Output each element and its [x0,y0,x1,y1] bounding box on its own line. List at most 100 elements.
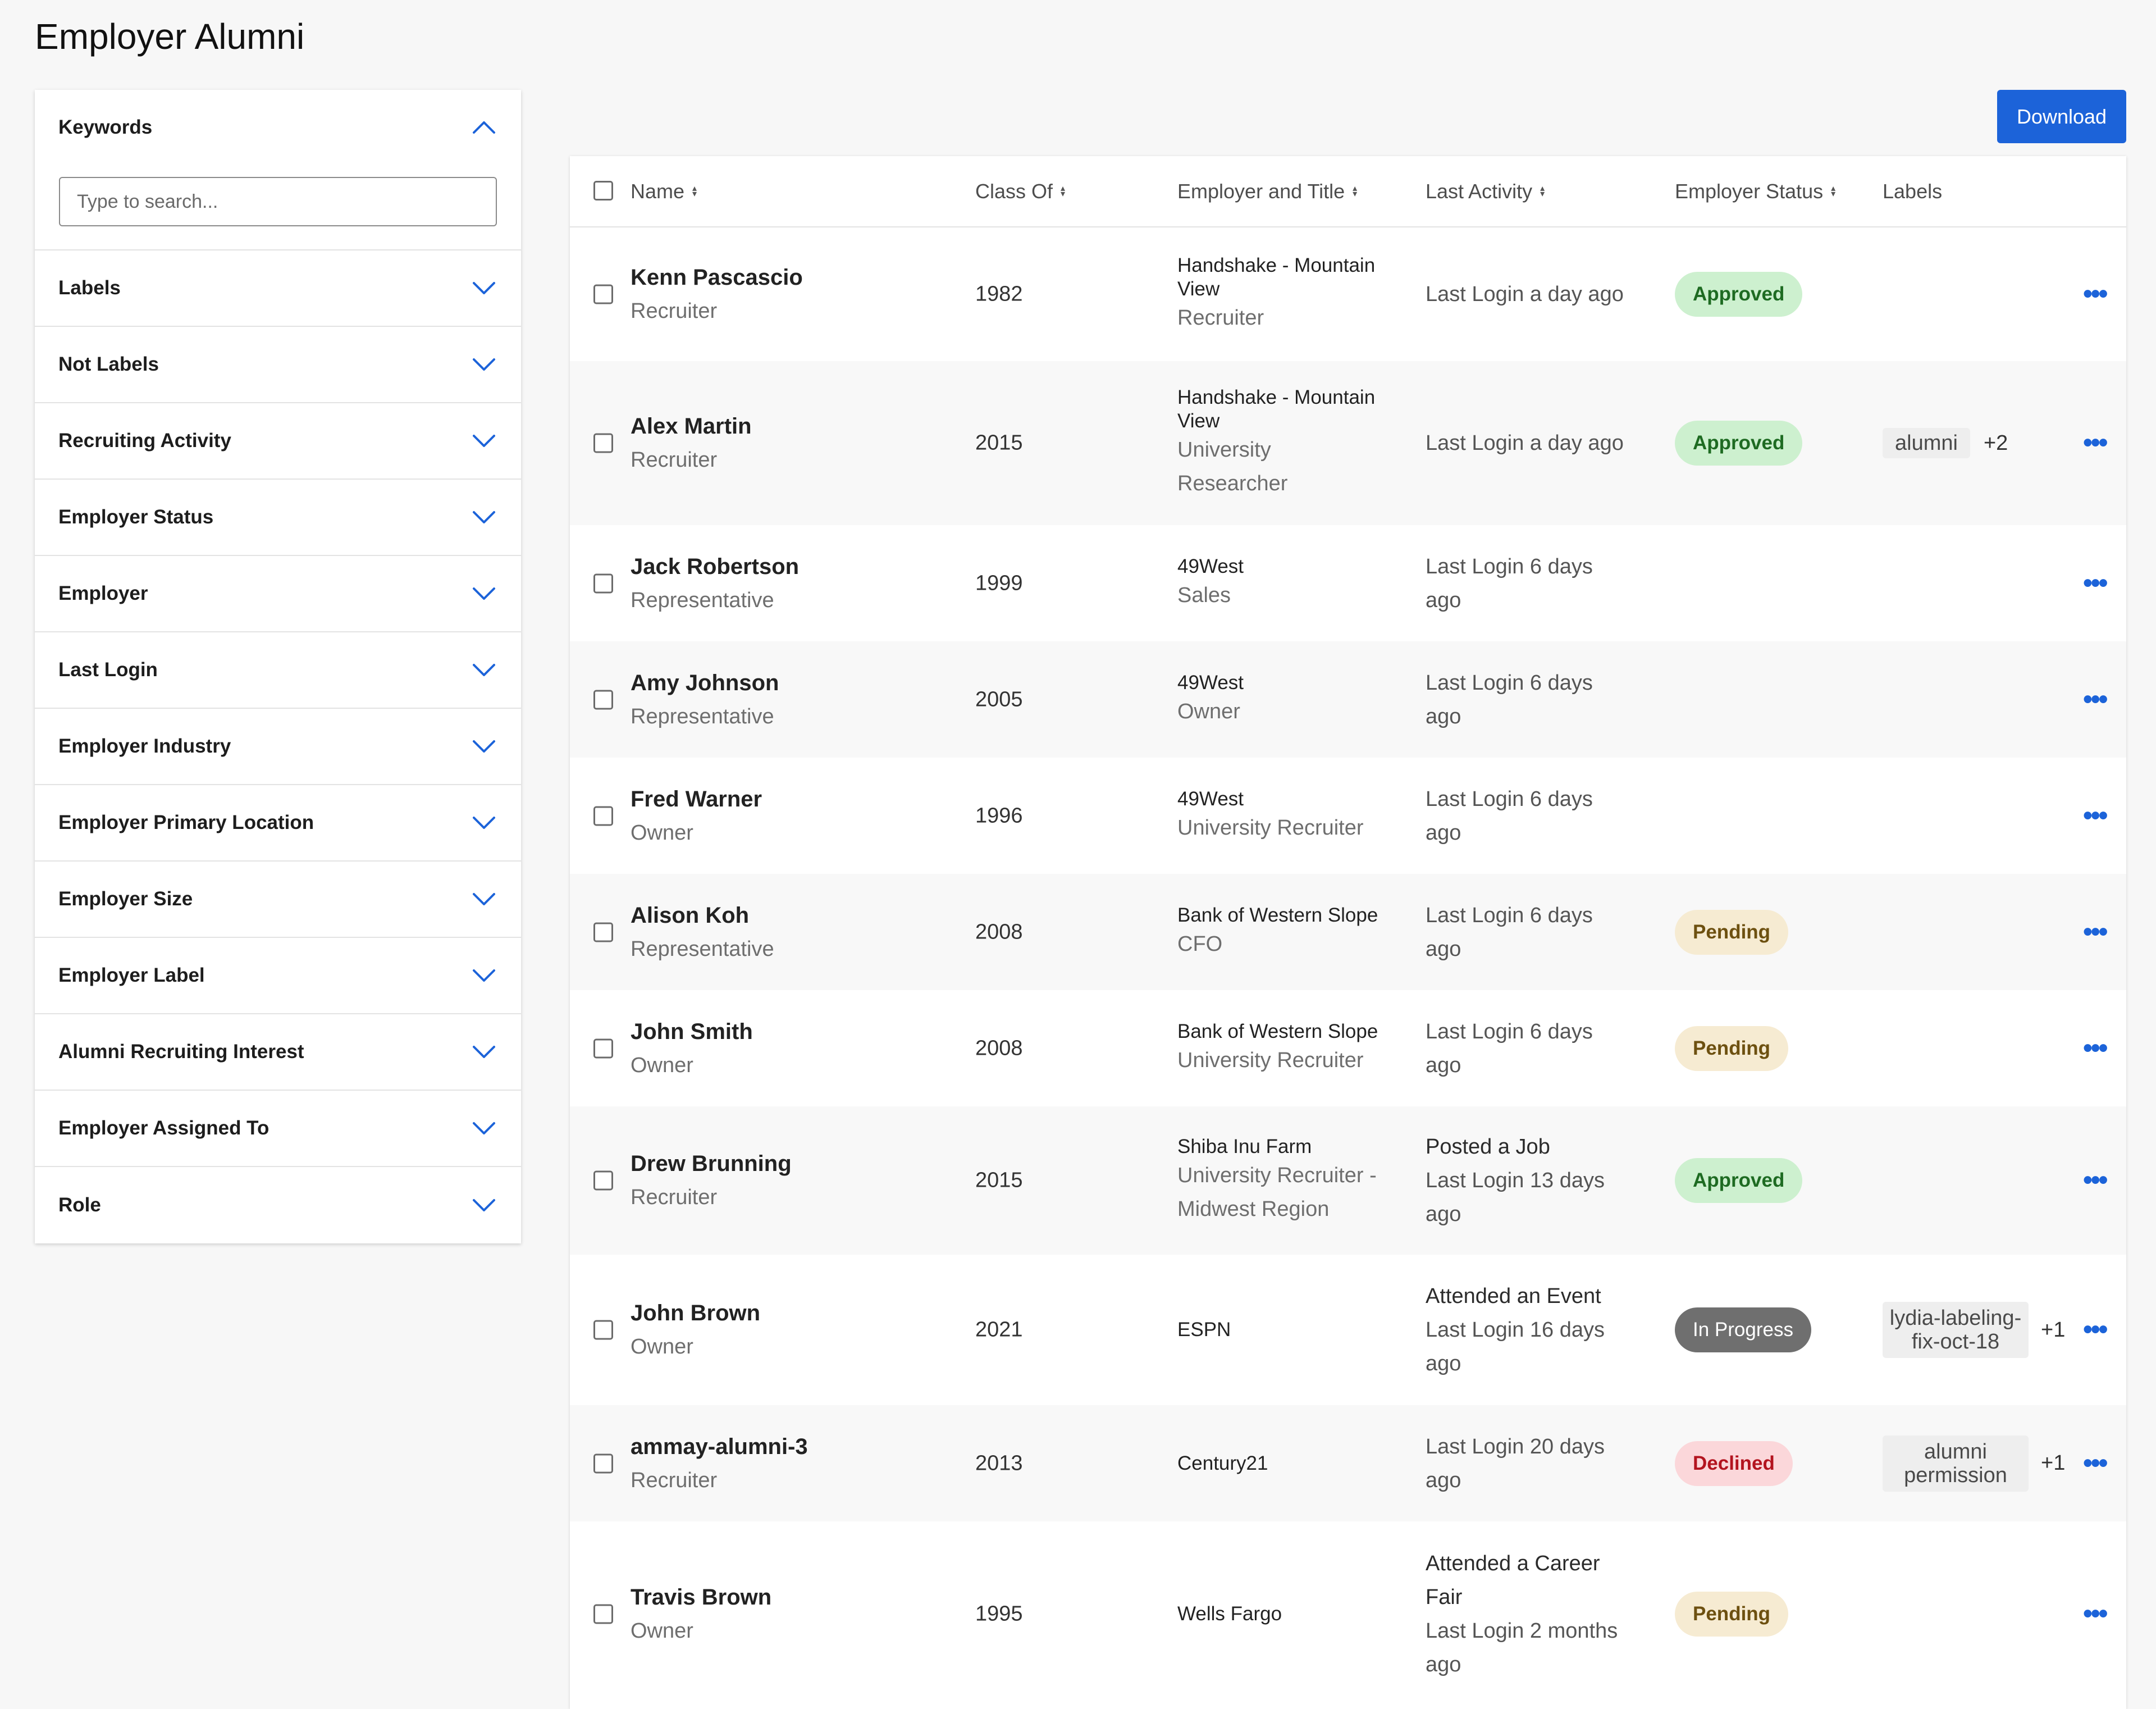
alumni-name[interactable]: Alison Koh [631,903,750,928]
alumni-name[interactable]: John Smith [631,1019,753,1044]
filter-employer-status[interactable]: Employer Status [35,480,521,556]
filter-label: Employer Industry [58,735,231,757]
chevron-down-icon[interactable] [472,280,496,297]
more-actions-icon[interactable]: ••• [2083,1448,2108,1478]
filter-employer-label[interactable]: Employer Label [35,938,521,1014]
chevron-up-icon[interactable] [472,119,496,136]
more-actions-icon[interactable]: ••• [2083,1165,2108,1195]
chevron-down-icon[interactable] [472,662,496,678]
alumni-name[interactable]: Kenn Pascascio [631,265,803,290]
more-actions-icon[interactable]: ••• [2083,684,2108,714]
chevron-down-icon[interactable] [472,509,496,526]
filter-labels[interactable]: Labels [35,250,521,327]
table-row[interactable]: Alex Martin Recruiter 2015 Handshake - Moun… [570,361,2126,525]
alumni-name[interactable]: Amy Johnson [631,670,779,695]
more-labels-count[interactable]: +1 [2041,1451,2066,1475]
sort-icon[interactable]: ▴ ▾ [1061,183,1066,199]
sort-icon[interactable]: ▴ ▾ [1831,183,1836,199]
filter-employer-size[interactable]: Employer Size [35,862,521,938]
table-row[interactable]: John Smith Owner 2008 Bank of Western Slope… [570,990,2126,1106]
filter-employer-primary-location[interactable]: Employer Primary Location [35,785,521,862]
row-checkbox[interactable] [593,806,613,826]
more-actions-icon[interactable]: ••• [2083,1599,2108,1629]
employer-title-cell: Wells Fargo [1177,1602,1419,1626]
filter-employer-industry[interactable]: Employer Industry [35,709,521,785]
table-row[interactable]: Amy Johnson Representative 2005 49West Owner… [570,641,2126,758]
row-checkbox[interactable] [593,1604,613,1624]
alumni-role: Recruiter [631,299,718,323]
alumni-name[interactable]: Drew Brunning [631,1151,792,1176]
row-checkbox[interactable] [593,433,613,453]
chevron-down-icon[interactable] [472,1043,496,1060]
employer-name: Century21 [1177,1452,1268,1474]
filter-alumni-recruiting-interest[interactable]: Alumni Recruiting Interest [35,1014,521,1091]
alumni-name[interactable]: John Brown [631,1301,761,1325]
row-checkbox[interactable] [593,1320,613,1340]
alumni-name[interactable]: Alex Martin [631,414,752,439]
last-login-text: Last Login 6 days [1426,787,1593,811]
filter-label: Not Labels [58,353,159,375]
chevron-down-icon[interactable] [472,967,496,984]
more-actions-icon[interactable]: ••• [2083,917,2108,947]
filter-recruiting-activity[interactable]: Recruiting Activity [35,403,521,480]
filter-employer[interactable]: Employer [35,556,521,632]
row-checkbox[interactable] [593,284,613,304]
row-checkbox[interactable] [593,690,613,709]
sort-icon[interactable]: ▴ ▾ [1540,183,1545,199]
more-actions-icon[interactable]: ••• [2083,568,2108,598]
filter-last-login[interactable]: Last Login [35,632,521,709]
more-actions-icon[interactable]: ••• [2083,1315,2108,1345]
filter-not-labels[interactable]: Not Labels [35,327,521,403]
row-checkbox[interactable] [593,1038,613,1058]
sort-icon[interactable]: ▴ ▾ [692,183,697,199]
chevron-down-icon[interactable] [472,891,496,908]
chevron-down-icon[interactable] [472,356,496,373]
table-row[interactable]: Travis Brown Owner 1995 Wells Fargo Attended… [570,1521,2126,1707]
table-row[interactable]: John Brown Owner 2021 ESPN Attended an Event… [570,1255,2126,1405]
table-row[interactable]: Jack Robertson Representative 1999 49West Sa… [570,525,2126,641]
alumni-name[interactable]: Jack Robertson [631,554,800,579]
status-cell: Pending [1675,1026,1789,1071]
more-actions-icon[interactable]: ••• [2083,428,2108,458]
more-labels-count[interactable]: +1 [2041,1318,2066,1342]
table-row[interactable]: Drew Brunning Recruiter 2015 Shiba Inu Farm… [570,1106,2126,1255]
chevron-down-icon[interactable] [472,738,496,755]
class-of: 2021 [975,1318,1023,1342]
download-button[interactable]: Download [1997,90,2126,143]
page-title: Employer Alumni [35,16,305,57]
column-header-last-activity[interactable]: Last Activity ▴ ▾ [1426,180,1545,203]
chevron-down-icon[interactable] [472,1120,496,1137]
chevron-down-icon[interactable] [472,585,496,602]
column-header-name[interactable]: Name ▴ ▾ [631,180,697,203]
filter-role[interactable]: Role [35,1167,521,1243]
alumni-name[interactable]: Fred Warner [631,786,762,812]
column-header-class-of[interactable]: Class Of ▴ ▾ [975,180,1065,203]
chevron-down-icon[interactable] [472,432,496,449]
more-labels-count[interactable]: +2 [1983,431,2008,455]
sort-icon[interactable]: ▴ ▾ [1353,183,1358,199]
column-header-employer-title[interactable]: Employer and Title ▴ ▾ [1177,180,1357,203]
table-row[interactable]: Alison Koh Representative 2008 Bank of West… [570,874,2126,990]
row-checkbox[interactable] [593,1170,613,1191]
table-row[interactable]: ammay-alumni-3 Recruiter 2013 Century21 Last… [570,1405,2126,1521]
keyword-search-input[interactable] [59,177,497,226]
table-row[interactable]: Fred Warner Owner 1996 49West University Rec… [570,758,2126,874]
column-header-employer-status[interactable]: Employer Status ▴ ▾ [1675,180,1835,203]
more-actions-icon[interactable]: ••• [2083,1033,2108,1063]
column-header-label: Last Activity [1426,179,1533,203]
row-checkbox[interactable] [593,1453,613,1473]
alumni-name[interactable]: Travis Brown [631,1585,772,1610]
row-checkbox[interactable] [593,573,613,593]
alumni-name[interactable]: ammay-alumni-3 [631,1434,808,1459]
chevron-down-icon[interactable] [472,814,496,831]
more-actions-icon[interactable]: ••• [2083,800,2108,831]
select-all-checkbox[interactable] [593,181,613,200]
employer-name: Handshake - Mountain [1177,386,1376,408]
row-checkbox[interactable] [593,922,613,942]
chevron-down-icon[interactable] [472,1197,496,1214]
last-login-text: ago [1426,704,1461,728]
label-chip: alumni [1883,428,1970,458]
more-actions-icon[interactable]: ••• [2083,279,2108,309]
table-row[interactable]: Kenn Pascascio Recruiter 1982 Handshake - M… [570,227,2126,361]
filter-employer-assigned-to[interactable]: Employer Assigned To [35,1091,521,1167]
